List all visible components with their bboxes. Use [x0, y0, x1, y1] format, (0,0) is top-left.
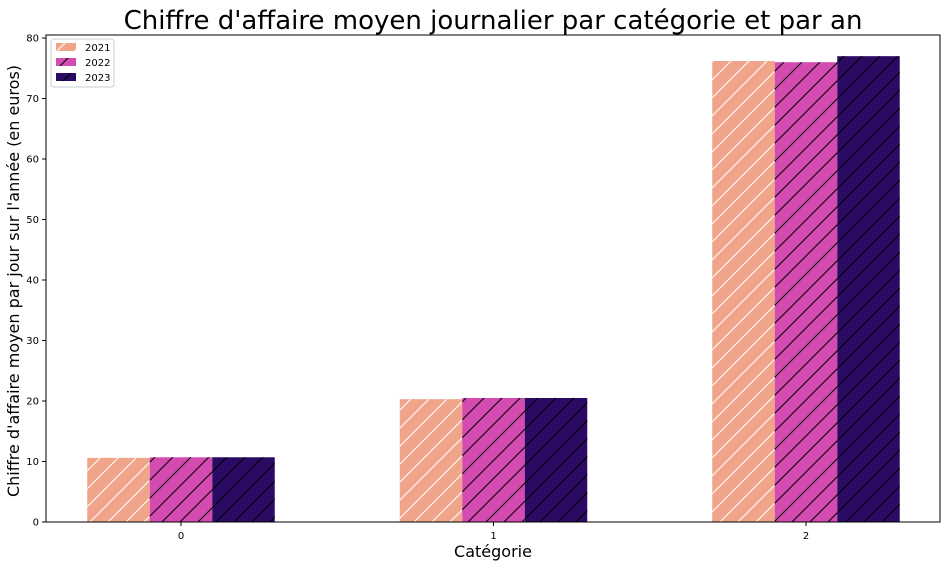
y-tick-label: 80	[26, 34, 39, 45]
legend-swatch-hatch-2021	[56, 43, 76, 51]
bar-hatch-2022-cat-2	[774, 62, 838, 522]
bar-hatch-2021-cat-1	[399, 399, 463, 522]
bar-hatch-2021-cat-2	[712, 61, 775, 522]
y-tick-label: 60	[26, 155, 39, 166]
y-axis-label: Chiffre d'affaire moyen par jour sur l'a…	[4, 65, 23, 497]
bar-hatch-2022-cat-1	[462, 397, 525, 522]
legend: 2021 2022 2023	[50, 38, 115, 88]
y-tick-label: 10	[26, 457, 39, 468]
y-tick-label: 50	[26, 215, 39, 226]
chart-title: Chiffre d'affaire moyen journalier par c…	[124, 6, 863, 36]
y-tick-label: 70	[26, 94, 39, 105]
x-axis-label: Catégorie	[454, 542, 532, 561]
y-tick-label: 20	[26, 397, 39, 408]
bars-group	[87, 56, 900, 522]
x-tick-label: 0	[178, 531, 184, 542]
x-ticks: 0 1 2	[178, 522, 809, 542]
legend-swatch-hatch-2023	[56, 73, 76, 81]
y-ticks: 0 10 20 30 40 50 60 70 80	[26, 34, 46, 529]
plot-frame	[45, 34, 941, 523]
y-tick-label: 40	[26, 276, 39, 287]
legend-label-2022: 2022	[85, 58, 110, 69]
legend-label-2023: 2023	[85, 73, 110, 84]
x-tick-label: 2	[803, 531, 809, 542]
bar-hatch-2023-cat-0	[212, 457, 275, 522]
legend-label-2021: 2021	[85, 43, 110, 54]
bar-hatch-2021-cat-0	[87, 457, 150, 522]
y-tick-label: 0	[33, 518, 39, 529]
bar-hatch-2022-cat-0	[149, 457, 213, 522]
x-tick-label: 1	[490, 531, 496, 542]
bar-hatch-2023-cat-1	[524, 397, 588, 522]
y-tick-label: 30	[26, 336, 39, 347]
legend-swatch-hatch-2022	[56, 58, 76, 66]
bar-hatch-2023-cat-2	[837, 56, 900, 522]
